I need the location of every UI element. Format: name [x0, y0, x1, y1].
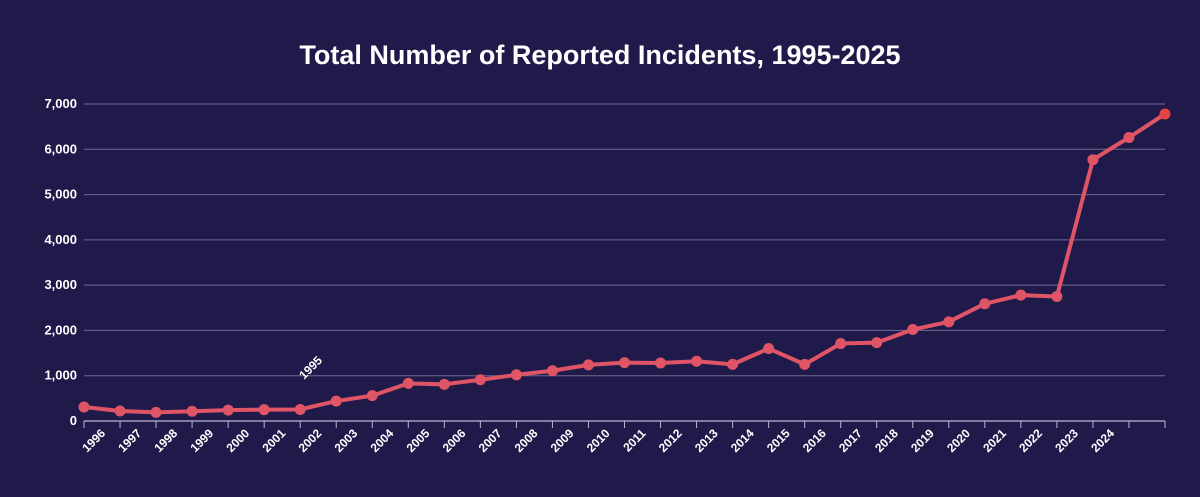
- x-tick-label: 2003: [332, 426, 361, 455]
- data-point: [222, 404, 234, 416]
- data-point: [258, 404, 270, 416]
- y-tick-label: 5,000: [44, 187, 77, 202]
- data-point: [655, 357, 667, 369]
- data-point: [763, 343, 775, 355]
- data-point: [474, 374, 486, 386]
- data-point: [78, 401, 90, 413]
- y-tick-label: 4,000: [44, 232, 77, 247]
- gridlines: [84, 103, 1165, 377]
- x-tick-label: 1996: [79, 426, 108, 455]
- x-tick-label: 2020: [944, 426, 973, 455]
- data-point: [907, 324, 919, 336]
- x-tick-label: 2000: [223, 426, 252, 455]
- data-point: [943, 316, 955, 328]
- x-tick-label: 2017: [836, 426, 865, 455]
- y-tick-label: 1,000: [44, 368, 77, 383]
- y-tick-label: 6,000: [44, 141, 77, 156]
- x-tick-label: 2012: [656, 426, 685, 455]
- x-tick-label: 2022: [1016, 426, 1045, 455]
- x-tick-label: 2013: [692, 426, 721, 455]
- y-axis-ticks: 0 1,000 2,000 3,000 4,000 5,000 6,000 7,000: [44, 96, 77, 428]
- x-tick-label: 2006: [440, 426, 469, 455]
- y-tick-label: 7,000: [44, 96, 77, 111]
- data-point: [871, 337, 883, 349]
- data-point: [294, 403, 306, 415]
- data-point: [366, 390, 378, 402]
- annotations: 1995: [296, 353, 325, 382]
- data-point: [582, 359, 594, 371]
- data-point: [186, 405, 198, 417]
- x-tick-label: 2008: [512, 426, 541, 455]
- floating-year-label: 1995: [296, 353, 325, 382]
- y-tick-label: 0: [70, 413, 77, 428]
- x-tick-label: 1998: [151, 426, 180, 455]
- x-tick-label: 2014: [728, 426, 757, 455]
- x-tick-label: 2021: [980, 426, 1009, 455]
- x-tick-label: 2010: [584, 426, 613, 455]
- data-point: [1051, 290, 1063, 302]
- data-point: [402, 377, 414, 389]
- x-tick-label: 2011: [620, 426, 649, 455]
- x-tick-label: 2001: [260, 426, 289, 455]
- x-tick-label: 2018: [872, 426, 901, 455]
- data-point: [799, 358, 811, 370]
- x-tick-label: 2016: [800, 426, 829, 455]
- data-points: [78, 108, 1171, 418]
- data-point: [1159, 108, 1171, 120]
- x-tick-label: 2024: [1088, 426, 1117, 455]
- chart-title: Total Number of Reported Incidents, 1995…: [299, 40, 900, 70]
- y-tick-label: 3,000: [44, 277, 77, 292]
- x-tick-label: 2009: [548, 426, 577, 455]
- data-point: [979, 298, 991, 310]
- data-point: [330, 395, 342, 407]
- data-point: [619, 357, 630, 369]
- data-point: [1087, 154, 1099, 166]
- data-point: [438, 378, 450, 390]
- data-point: [691, 355, 703, 367]
- data-point: [546, 365, 558, 377]
- x-tick-label: 2004: [368, 426, 397, 455]
- data-point: [150, 406, 162, 418]
- data-point: [114, 405, 126, 417]
- data-point: [510, 369, 522, 381]
- x-tick-label: 2019: [908, 426, 937, 455]
- data-point: [727, 358, 739, 370]
- data-point: [1123, 132, 1135, 144]
- x-tick-label: 2015: [764, 426, 793, 455]
- data-point: [1015, 289, 1027, 301]
- x-tick-label: 2023: [1052, 426, 1081, 455]
- x-tick-label: 2005: [404, 426, 433, 455]
- x-axis: [83, 420, 1166, 428]
- x-axis-ticks: 1996 1997 1998 1999 2000 2001 2002 2003 2004 2005…: [79, 426, 1117, 455]
- x-tick-label: 2007: [476, 426, 505, 455]
- x-tick-label: 1997: [115, 426, 144, 455]
- x-tick-label: 2002: [296, 426, 325, 455]
- data-point: [835, 338, 847, 350]
- x-tick-label: 1999: [187, 426, 216, 455]
- y-tick-label: 2,000: [44, 322, 77, 337]
